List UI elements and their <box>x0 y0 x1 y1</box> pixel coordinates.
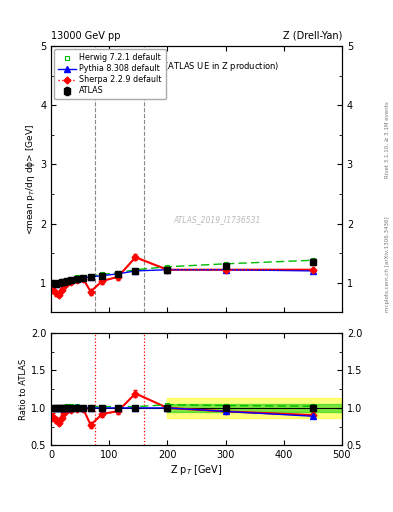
Sherpa 2.2.9 default <box>88 289 93 295</box>
Pythia 8.308 default <box>133 268 138 274</box>
Sherpa 2.2.9 default <box>69 279 74 285</box>
Text: 13000 GeV pp: 13000 GeV pp <box>51 31 121 41</box>
Herwig 7.2.1 default <box>223 261 228 267</box>
Sherpa 2.2.9 default <box>100 278 105 284</box>
Sherpa 2.2.9 default <box>81 275 85 282</box>
Sherpa 2.2.9 default <box>65 280 70 286</box>
Herwig 7.2.1 default <box>116 270 120 276</box>
Pythia 8.308 default <box>165 267 170 273</box>
Pythia 8.308 default <box>100 272 105 279</box>
Herwig 7.2.1 default <box>81 274 85 280</box>
Pythia 8.308 default <box>310 268 315 274</box>
Herwig 7.2.1 default <box>133 267 138 273</box>
Herwig 7.2.1 default <box>65 276 70 283</box>
Line: Herwig 7.2.1 default: Herwig 7.2.1 default <box>50 258 315 286</box>
Text: <pT> vs p$_T^Z$ (ATLAS UE in Z production): <pT> vs p$_T^Z$ (ATLAS UE in Z productio… <box>113 59 280 74</box>
Pythia 8.308 default <box>81 275 85 281</box>
Sherpa 2.2.9 default <box>223 267 228 273</box>
Pythia 8.308 default <box>53 281 58 287</box>
Herwig 7.2.1 default <box>50 279 55 285</box>
Herwig 7.2.1 default <box>53 280 58 286</box>
Pythia 8.308 default <box>69 276 74 283</box>
Sherpa 2.2.9 default <box>56 291 61 297</box>
Y-axis label: Ratio to ATLAS: Ratio to ATLAS <box>19 358 28 420</box>
Pythia 8.308 default <box>50 280 55 286</box>
Herwig 7.2.1 default <box>88 272 93 279</box>
Line: Sherpa 2.2.9 default: Sherpa 2.2.9 default <box>50 255 315 297</box>
Pythia 8.308 default <box>88 274 93 280</box>
X-axis label: Z p$_T$ [GeV]: Z p$_T$ [GeV] <box>170 463 223 477</box>
Pythia 8.308 default <box>59 279 64 285</box>
Herwig 7.2.1 default <box>310 257 315 263</box>
Text: Z (Drell-Yan): Z (Drell-Yan) <box>283 31 342 41</box>
Herwig 7.2.1 default <box>62 278 67 284</box>
Sherpa 2.2.9 default <box>310 267 315 273</box>
Herwig 7.2.1 default <box>75 274 80 281</box>
Pythia 8.308 default <box>75 275 80 282</box>
Sherpa 2.2.9 default <box>62 283 67 289</box>
Sherpa 2.2.9 default <box>116 274 120 280</box>
Text: mcplots.cern.ch [arXiv:1306.3436]: mcplots.cern.ch [arXiv:1306.3436] <box>385 217 390 312</box>
Herwig 7.2.1 default <box>100 271 105 278</box>
Y-axis label: <mean p$_T$/dη dϕ> [GeV]: <mean p$_T$/dη dϕ> [GeV] <box>24 124 37 234</box>
Text: ATLAS_2019_I1736531: ATLAS_2019_I1736531 <box>173 215 261 224</box>
Text: Rivet 3.1.10, ≥ 3.1M events: Rivet 3.1.10, ≥ 3.1M events <box>385 101 390 178</box>
Sherpa 2.2.9 default <box>53 290 58 296</box>
Sherpa 2.2.9 default <box>165 267 170 273</box>
Pythia 8.308 default <box>116 271 120 277</box>
Sherpa 2.2.9 default <box>133 254 138 261</box>
Sherpa 2.2.9 default <box>59 287 64 293</box>
Pythia 8.308 default <box>223 267 228 273</box>
Pythia 8.308 default <box>65 278 70 284</box>
Pythia 8.308 default <box>62 279 67 285</box>
Legend: Herwig 7.2.1 default, Pythia 8.308 default, Sherpa 2.2.9 default, ATLAS: Herwig 7.2.1 default, Pythia 8.308 defau… <box>54 49 166 99</box>
Pythia 8.308 default <box>56 280 61 286</box>
Herwig 7.2.1 default <box>69 275 74 282</box>
Sherpa 2.2.9 default <box>75 276 80 283</box>
Herwig 7.2.1 default <box>59 279 64 285</box>
Herwig 7.2.1 default <box>165 264 170 270</box>
Line: Pythia 8.308 default: Pythia 8.308 default <box>50 267 316 287</box>
Sherpa 2.2.9 default <box>50 287 55 293</box>
Herwig 7.2.1 default <box>56 279 61 285</box>
